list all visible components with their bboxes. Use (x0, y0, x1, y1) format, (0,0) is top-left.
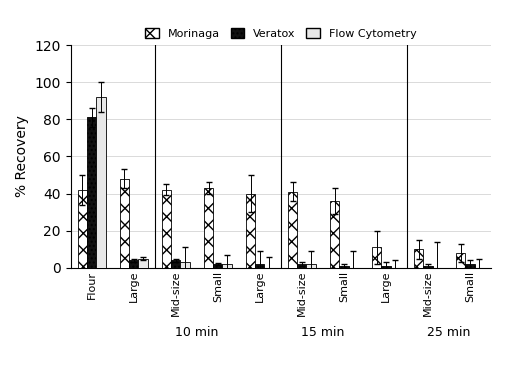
Bar (180, 262, 189, 268)
Bar (306, 264, 315, 268)
Text: 10 min: 10 min (175, 326, 218, 339)
Bar (129, 260, 138, 268)
Bar (287, 192, 296, 268)
Bar (96, 97, 106, 268)
Bar (87, 117, 96, 268)
Bar (245, 194, 255, 268)
Bar (222, 264, 231, 268)
Bar (329, 201, 338, 268)
Bar (171, 260, 180, 268)
Text: 15 min: 15 min (300, 326, 344, 339)
Y-axis label: % Recovery: % Recovery (15, 116, 29, 198)
Bar (423, 266, 432, 268)
Bar (413, 249, 423, 268)
Bar (78, 190, 87, 268)
Bar (120, 179, 129, 268)
Bar (455, 253, 465, 268)
Bar (465, 264, 474, 268)
Bar (371, 248, 381, 268)
Bar (255, 264, 264, 268)
Bar (204, 188, 213, 268)
Legend: Morinaga, Veratox, Flow Cytometry: Morinaga, Veratox, Flow Cytometry (140, 24, 420, 44)
Bar (213, 264, 222, 268)
Bar (138, 259, 147, 268)
Bar (381, 266, 390, 268)
Bar (296, 264, 306, 268)
Text: 25 min: 25 min (426, 326, 470, 339)
Bar (338, 266, 348, 268)
Bar (162, 190, 171, 268)
